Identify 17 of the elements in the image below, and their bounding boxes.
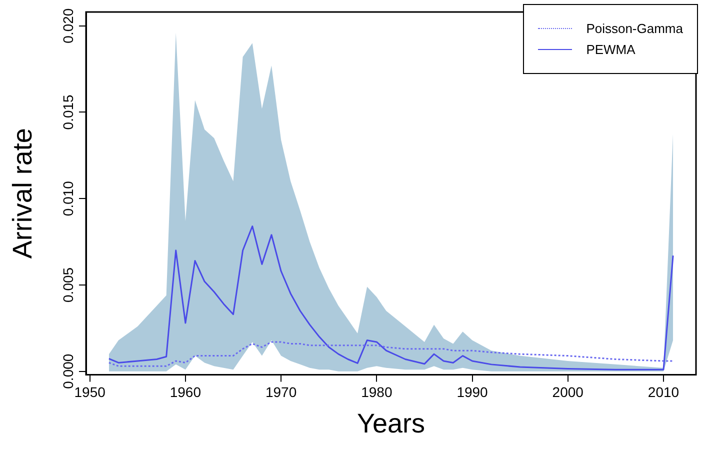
y-tick-label: 0.015 [60,94,76,130]
x-tick-label: 1990 [456,384,488,400]
x-tick-label: 1980 [361,384,392,400]
x-tick-label: 1970 [265,384,297,400]
x-tick-label: 2000 [552,384,584,400]
y-tick-label: 0.000 [60,354,76,389]
y-axis-title: Arrival rate [8,128,38,259]
x-tick-label: 1960 [170,384,202,400]
line-series [108,341,674,367]
y-tick-label: 0.020 [60,8,76,44]
x-tick-label: 2010 [648,384,680,400]
x-tick-label: 1950 [74,384,106,400]
x-axis-title: Years [356,408,426,438]
y-tick-label: 0.005 [60,267,76,302]
y-tick-label: 0.010 [60,180,76,216]
legend-label: Poisson-Gamma [586,21,683,36]
legend-label: PEWMA [586,42,636,57]
